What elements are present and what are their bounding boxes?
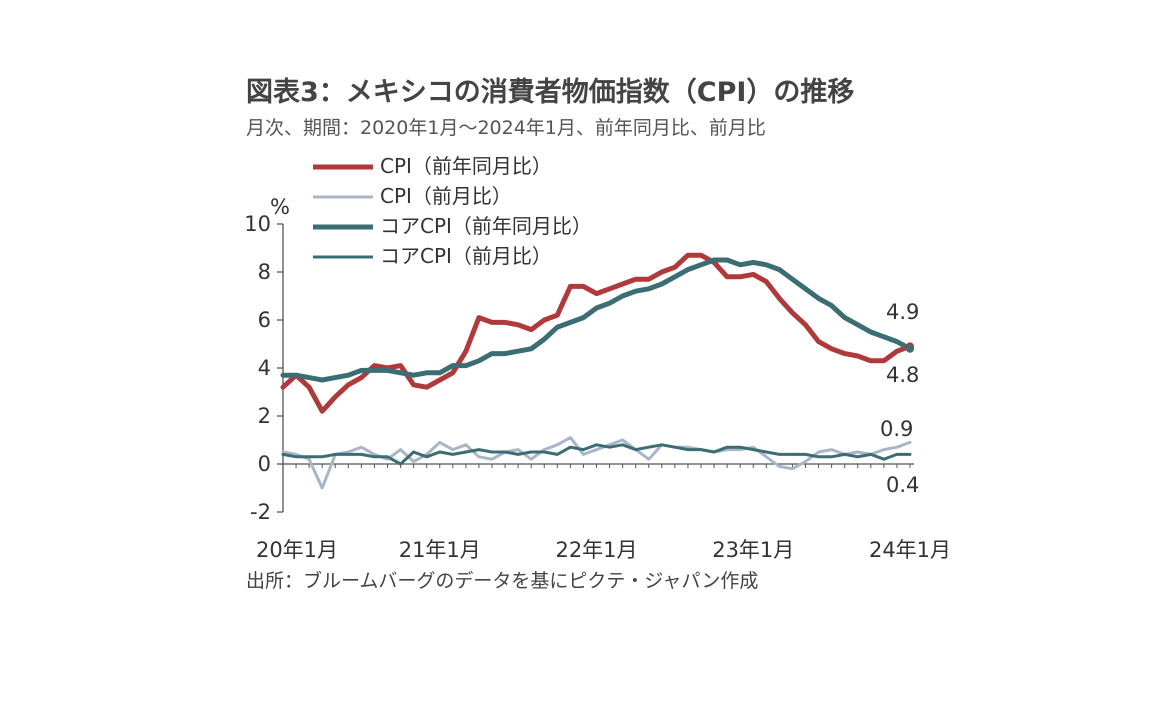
y-tick-label: 0: [258, 452, 271, 476]
series-end-point-2: [906, 344, 914, 353]
y-unit-label: %: [270, 195, 290, 219]
end-value-label: 4.8: [886, 363, 919, 387]
legend-label: コアCPI（前年同月比）: [380, 214, 592, 238]
x-tick-label: 22年1月: [555, 538, 637, 562]
y-tick-label: 2: [258, 404, 271, 428]
y-tick-label: 8: [258, 260, 271, 284]
legend-label: CPI（前年同月比）: [380, 154, 552, 178]
chart-subtitle: 月次、期間：2020年1月～2024年1月、前年同月比、前月比: [246, 117, 766, 139]
series-line-1: [281, 436, 912, 490]
chart-axes: -2 0 2 4 6 8 10% 20年1月 21年1月 22年1月 23年1月 24年1月: [244, 195, 951, 562]
end-value-label: 4.9: [886, 300, 919, 324]
chart-legend: CPI（前年同月比） CPI（前月比） コアCPI（前年同月比） コアCPI（前月比）: [313, 154, 592, 268]
x-tick-label: 21年1月: [399, 538, 481, 562]
end-value-label: 0.9: [880, 417, 913, 441]
chart-series: [280, 252, 914, 490]
series-line-0: [280, 252, 913, 414]
y-tick-label: 10: [244, 212, 271, 236]
legend-label: コアCPI（前月比）: [380, 244, 552, 268]
y-tick-label: -2: [250, 500, 271, 524]
chart-annotations: 4.9 4.8 0.9 0.4: [880, 300, 919, 497]
y-tick-label: 4: [258, 356, 271, 380]
series-line-2: [280, 257, 913, 383]
y-tick-label: 6: [258, 308, 271, 332]
x-tick-label: 23年1月: [712, 538, 794, 562]
end-value-label: 0.4: [886, 473, 919, 497]
chart-source: 出所：ブルームバーグのデータを基にピクテ・ジャパン作成: [246, 570, 759, 592]
x-tick-label: 20年1月: [256, 538, 338, 562]
legend-label: CPI（前月比）: [380, 184, 512, 208]
x-tick-label: 24年1月: [869, 538, 951, 562]
chart-title: 図表3：メキシコの消費者物価指数（CPI）の推移: [246, 77, 855, 108]
series-line-3: [281, 443, 912, 466]
